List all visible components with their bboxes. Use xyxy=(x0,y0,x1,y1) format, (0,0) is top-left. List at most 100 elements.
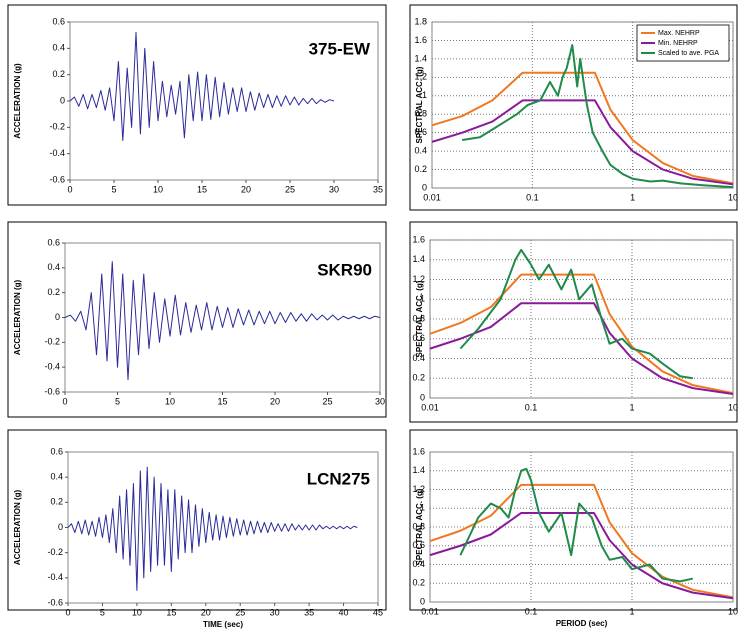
y-tick-label: 1 xyxy=(422,90,427,100)
x-tick-label: 0.01 xyxy=(421,606,439,616)
x-tick-label: 35 xyxy=(373,184,383,194)
y-tick-label: 0.6 xyxy=(412,333,425,343)
y-tick-label: 0 xyxy=(420,596,425,606)
y-tick-label: -0.2 xyxy=(49,122,65,132)
y-tick-label: 0.6 xyxy=(52,16,65,26)
x-tick-label: 10 xyxy=(728,192,738,202)
y-tick-label: 0.4 xyxy=(50,472,63,482)
y-tick-label: -0.2 xyxy=(44,337,60,347)
data-line xyxy=(429,273,734,395)
x-tick-label: 10 xyxy=(132,607,142,617)
x-tick-label: 1 xyxy=(630,192,635,202)
y-tick-label: 0.6 xyxy=(47,237,60,247)
y-tick-label: 0.6 xyxy=(412,540,425,550)
x-tick-label: 5 xyxy=(111,184,116,194)
y-tick-label: 0.8 xyxy=(412,521,425,531)
x-tick-label: 45 xyxy=(373,607,383,617)
y-tick-label: 0.6 xyxy=(50,446,63,456)
x-tick-label: 5 xyxy=(100,607,105,617)
chart-annotation: SKR90 xyxy=(317,260,372,279)
y-tick-label: 0 xyxy=(58,522,63,532)
data-line xyxy=(64,261,381,381)
data-line xyxy=(462,44,734,189)
y-tick-label: 0.2 xyxy=(50,497,63,507)
y-tick-label: 0.8 xyxy=(412,313,425,323)
y-tick-label: 1.2 xyxy=(412,484,425,494)
y-tick-label: 0.2 xyxy=(47,287,60,297)
x-axis-label: PERIOD (sec) xyxy=(556,619,608,628)
y-tick-label: -0.6 xyxy=(49,174,65,184)
y-axis-label: ACCELERATION (g) xyxy=(13,63,22,139)
x-tick-label: 0.1 xyxy=(525,606,538,616)
y-tick-label: 0.4 xyxy=(52,43,65,53)
x-tick-label: 0.1 xyxy=(526,192,539,202)
y-tick-label: -0.6 xyxy=(44,386,60,396)
legend-label: Max. NEHRP xyxy=(658,30,700,37)
x-tick-label: 40 xyxy=(339,607,349,617)
plot-area xyxy=(67,451,379,604)
x-tick-label: 30 xyxy=(329,184,339,194)
y-tick-label: 1.8 xyxy=(414,16,427,26)
y-axis-label: SPECTRAL ACC. (g) xyxy=(415,280,424,357)
x-tick-label: 15 xyxy=(166,607,176,617)
y-tick-label: 1.4 xyxy=(414,53,427,63)
y-tick-label: -0.4 xyxy=(49,148,65,158)
y-tick-label: -0.6 xyxy=(47,597,63,607)
y-tick-label: 1 xyxy=(420,294,425,304)
y-tick-label: 1 xyxy=(420,503,425,513)
data-line xyxy=(431,71,734,185)
y-tick-label: 0.4 xyxy=(47,262,60,272)
y-tick-label: 0.8 xyxy=(414,109,427,119)
x-tick-label: 0.1 xyxy=(525,402,538,412)
chart-annotation: 375-EW xyxy=(309,39,371,58)
x-tick-label: 20 xyxy=(241,184,251,194)
y-tick-label: -0.4 xyxy=(47,572,63,582)
y-tick-label: 1.2 xyxy=(414,72,427,82)
x-tick-label: 0.01 xyxy=(423,192,441,202)
x-tick-label: 30 xyxy=(270,607,280,617)
y-tick-label: 1.4 xyxy=(412,254,425,264)
x-tick-label: 1 xyxy=(629,606,634,616)
x-tick-label: 15 xyxy=(217,396,227,406)
data-line xyxy=(459,248,693,380)
x-tick-label: 25 xyxy=(235,607,245,617)
x-tick-label: 30 xyxy=(375,396,385,406)
x-tick-label: 10 xyxy=(728,606,738,616)
y-tick-label: 0 xyxy=(55,312,60,322)
x-tick-label: 0.01 xyxy=(421,402,439,412)
y-tick-label: 0 xyxy=(420,392,425,402)
y-axis-label: SPECTRAL ACC. (g) xyxy=(415,488,424,565)
y-tick-label: 0.4 xyxy=(412,559,425,569)
x-axis-label: TIME (sec) xyxy=(203,620,243,629)
x-tick-label: 10 xyxy=(153,184,163,194)
y-tick-label: -0.4 xyxy=(44,362,60,372)
y-tick-label: 0 xyxy=(422,182,427,192)
data-line xyxy=(459,467,694,583)
y-tick-label: 1.4 xyxy=(412,465,425,475)
chart-annotation: LCN275 xyxy=(307,469,370,488)
data-line xyxy=(67,466,358,591)
y-tick-label: 1.6 xyxy=(414,35,427,45)
x-tick-label: 0 xyxy=(67,184,72,194)
x-tick-label: 0 xyxy=(62,396,67,406)
data-line xyxy=(429,511,734,600)
x-tick-label: 35 xyxy=(304,607,314,617)
y-tick-label: 0.4 xyxy=(414,145,427,155)
x-tick-label: 10 xyxy=(165,396,175,406)
x-tick-label: 20 xyxy=(270,396,280,406)
y-axis-label: SPECTRAL ACC. (g) xyxy=(415,66,424,143)
legend-label: Min. NEHRP xyxy=(658,40,698,47)
y-tick-label: 1.2 xyxy=(412,274,425,284)
y-tick-label: 0.2 xyxy=(412,578,425,588)
x-tick-label: 1 xyxy=(629,402,634,412)
y-axis-label: ACCELERATION (g) xyxy=(13,489,22,565)
x-tick-label: 20 xyxy=(201,607,211,617)
y-tick-label: 1.6 xyxy=(412,446,425,456)
y-tick-label: 0.2 xyxy=(412,373,425,383)
legend-box xyxy=(636,24,730,62)
x-tick-label: 15 xyxy=(197,184,207,194)
y-tick-label: -0.2 xyxy=(47,547,63,557)
x-tick-label: 10 xyxy=(728,402,738,412)
x-tick-label: 5 xyxy=(115,396,120,406)
